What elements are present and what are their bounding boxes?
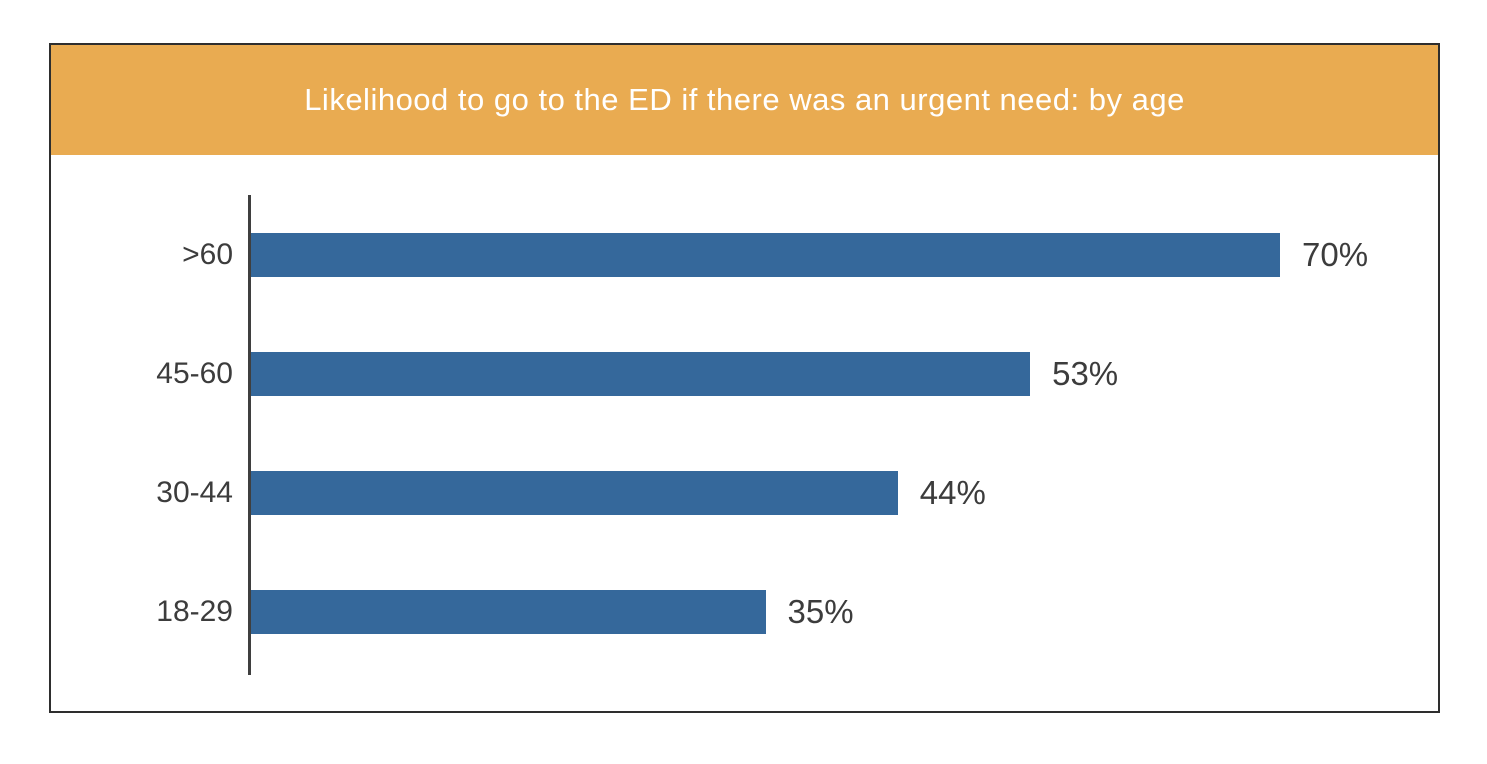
value-label: 35% bbox=[787, 592, 854, 630]
bar-row: 30-44 44% bbox=[51, 433, 1438, 552]
bar-row: >60 70% bbox=[51, 195, 1438, 314]
value-label: 70% bbox=[1302, 235, 1369, 273]
category-label: 30-44 bbox=[156, 475, 233, 509]
bar bbox=[251, 232, 1280, 277]
bar bbox=[251, 470, 898, 515]
bar bbox=[251, 589, 766, 634]
chart-title-band: Likelihood to go to the ED if there was … bbox=[51, 45, 1438, 155]
category-label: 45-60 bbox=[156, 356, 233, 390]
bar-rows: >60 70% 45-60 53% 30-44 44% 18-29 35% bbox=[51, 195, 1438, 671]
value-label: 53% bbox=[1052, 354, 1119, 392]
bar-row: 18-29 35% bbox=[51, 552, 1438, 671]
chart-plot-area: >60 70% 45-60 53% 30-44 44% 18-29 35% bbox=[51, 155, 1438, 711]
category-label: 18-29 bbox=[156, 594, 233, 628]
bar-row: 45-60 53% bbox=[51, 314, 1438, 433]
y-axis-line bbox=[248, 195, 251, 675]
value-label: 44% bbox=[919, 473, 986, 511]
chart-frame: Likelihood to go to the ED if there was … bbox=[49, 43, 1440, 713]
chart-title: Likelihood to go to the ED if there was … bbox=[304, 82, 1185, 117]
bar bbox=[251, 351, 1031, 396]
category-label: >60 bbox=[182, 237, 233, 271]
